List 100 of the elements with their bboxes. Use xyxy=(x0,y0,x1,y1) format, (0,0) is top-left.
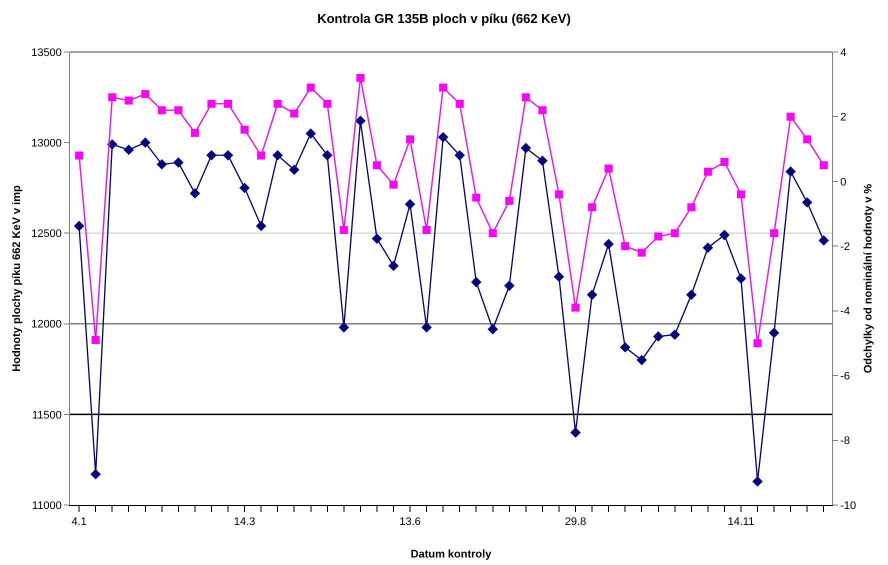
point xyxy=(257,152,266,160)
y2-axis-title: Odchylky od nominální hodnoty v % xyxy=(862,184,874,374)
point xyxy=(124,96,133,105)
point xyxy=(323,100,332,108)
point xyxy=(356,74,364,82)
x-tick-label: 13.6 xyxy=(399,516,421,528)
point xyxy=(274,100,282,108)
y2-tick-label: -10 xyxy=(840,500,856,512)
point xyxy=(140,137,150,148)
point xyxy=(173,157,184,168)
point xyxy=(638,248,646,257)
point xyxy=(404,199,416,210)
point xyxy=(572,304,580,312)
point xyxy=(290,109,298,118)
point xyxy=(768,328,780,338)
point xyxy=(338,322,350,333)
point xyxy=(272,150,283,160)
point xyxy=(554,271,564,282)
point xyxy=(206,150,217,160)
x-tick-label: 29.8 xyxy=(564,516,586,528)
y-tick-label: 13500 xyxy=(31,46,62,59)
point xyxy=(222,150,234,160)
point xyxy=(754,339,762,348)
y-tick-label: 12500 xyxy=(31,228,62,240)
point xyxy=(488,324,498,334)
point xyxy=(636,354,647,366)
y2-tick-label: 4 xyxy=(840,46,846,59)
point xyxy=(770,229,778,238)
point xyxy=(438,132,448,142)
point xyxy=(406,135,414,144)
point xyxy=(687,203,696,212)
point xyxy=(504,280,515,291)
point xyxy=(670,329,680,340)
point xyxy=(603,238,614,250)
point xyxy=(158,106,166,114)
point xyxy=(240,126,249,134)
point xyxy=(554,190,563,198)
x-tick-label: 14.11 xyxy=(728,516,754,528)
point xyxy=(803,135,812,144)
point xyxy=(471,276,482,288)
point xyxy=(108,93,116,102)
point xyxy=(537,156,548,166)
point xyxy=(289,164,300,175)
point xyxy=(820,161,828,170)
point xyxy=(174,106,182,114)
point xyxy=(156,159,168,170)
point xyxy=(472,194,480,202)
point xyxy=(306,84,315,92)
point xyxy=(90,469,101,480)
point xyxy=(786,112,795,121)
point xyxy=(224,100,232,108)
point xyxy=(522,93,530,102)
point xyxy=(92,336,100,344)
point xyxy=(322,150,333,160)
x-tick-label: 14.3 xyxy=(234,516,256,528)
point xyxy=(653,331,664,342)
point xyxy=(372,161,381,170)
point xyxy=(654,232,662,240)
point xyxy=(586,290,598,300)
y2-tick-label: -8 xyxy=(840,435,850,448)
point xyxy=(621,242,630,250)
point xyxy=(207,100,216,108)
point xyxy=(454,150,465,160)
point xyxy=(538,106,546,114)
point xyxy=(422,226,431,234)
point xyxy=(421,322,432,333)
point xyxy=(190,188,200,199)
point xyxy=(355,116,366,126)
point xyxy=(505,196,514,205)
point xyxy=(720,158,728,166)
y2-tick-label: -2 xyxy=(840,240,850,253)
point xyxy=(372,233,382,244)
y2-tick-label: 0 xyxy=(840,176,846,188)
point xyxy=(802,197,812,208)
point xyxy=(488,229,497,238)
y-tick-label: 11000 xyxy=(32,500,62,512)
chart-title: Kontrola GR 135B ploch v píku (662 KeV) xyxy=(317,11,571,26)
point xyxy=(785,166,796,177)
y-axis-title: Hodnoty plochy píku 662 KeV v imp xyxy=(10,185,23,372)
point xyxy=(306,128,316,139)
y-tick-label: 11500 xyxy=(32,409,62,422)
point xyxy=(752,476,763,487)
point xyxy=(570,427,581,438)
point xyxy=(670,229,679,238)
point xyxy=(719,230,730,240)
x-axis-title: Datum kontroly xyxy=(410,548,492,560)
point xyxy=(340,226,348,234)
point xyxy=(390,180,398,189)
y2-tick-label: -6 xyxy=(840,370,850,382)
y2-tick-label: 2 xyxy=(840,112,846,124)
point xyxy=(686,290,697,300)
point xyxy=(588,203,596,212)
point xyxy=(124,144,134,156)
point xyxy=(74,220,84,232)
point xyxy=(736,273,746,284)
point xyxy=(520,142,532,154)
point xyxy=(620,342,630,353)
point xyxy=(239,182,250,194)
point xyxy=(388,260,399,272)
y-tick-label: 13000 xyxy=(31,137,62,150)
